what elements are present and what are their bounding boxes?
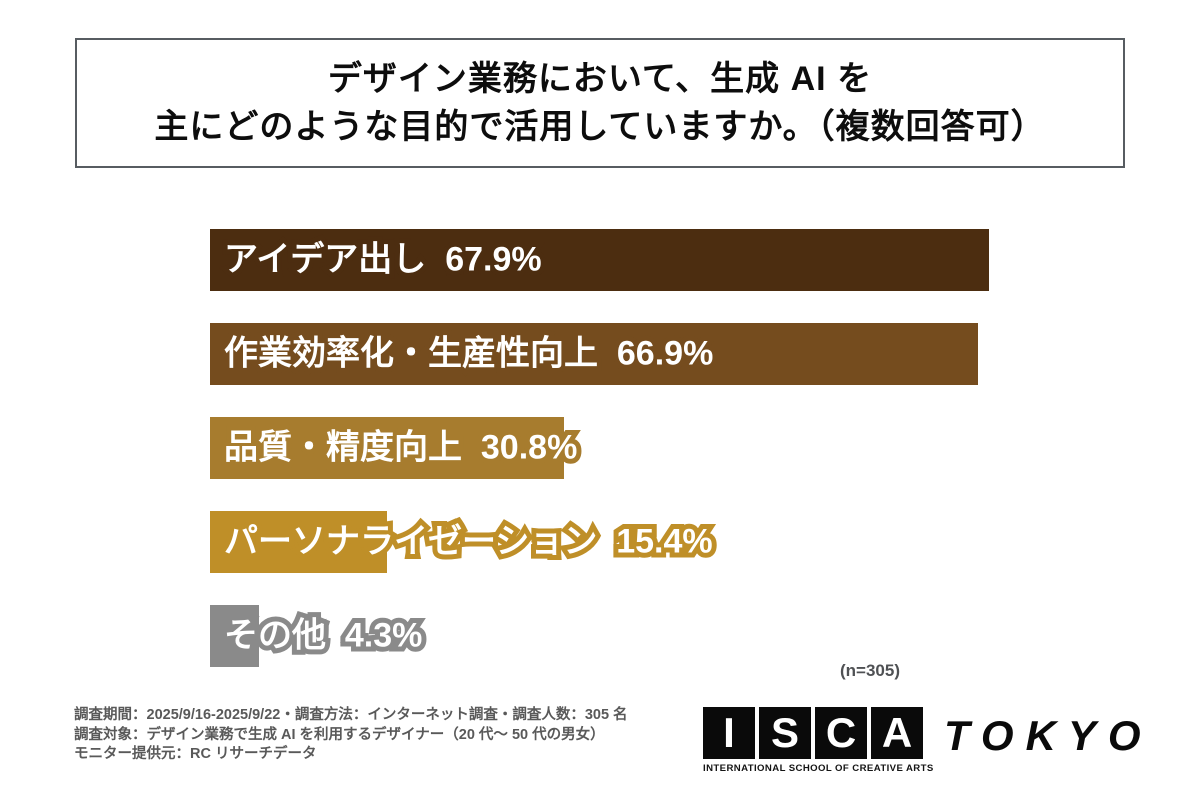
bar-label-text: その他 4.3% (224, 616, 423, 655)
bar-label-text: アイデア出し 67.9% (224, 240, 542, 279)
bar-row-quality: 品質・精度向上 30.8% 品質・精度向上 30.8% (210, 417, 1200, 479)
bar-label-outline: その他 4.3% (219, 612, 427, 660)
title-line-1: デザイン業務において、生成 AI を (327, 60, 873, 98)
bar-label-text: 品質・精度向上 30.8% (224, 428, 578, 467)
sample-size-note: (n=305) (840, 661, 900, 680)
isca-logo-caption: INTERNATIONAL SCHOOL OF CREATIVE ARTS (703, 763, 934, 774)
title-box: デザイン業務において、生成 AI を 主にどのような目的で活用していますか。（複… (75, 38, 1125, 168)
bar-label-text: 作業効率化・生産性向上 66.9% (224, 334, 714, 373)
bar-label: 作業効率化・生産性向上 66.9% 作業効率化・生産性向上 66.9% (219, 330, 718, 378)
logo-square-a: A (871, 707, 923, 759)
bar-label-outline: パーソナライゼーション 15.4% (219, 518, 718, 566)
bar-label-outline: 品質・精度向上 30.8% (219, 424, 582, 472)
isca-logo: I S C A INTERNATIONAL SCHOOL OF CREATIVE… (703, 707, 934, 774)
bar-label: アイデア出し 67.9% アイデア出し 67.9% (219, 236, 547, 284)
bar-fill (210, 511, 387, 573)
bar-row-efficiency: 作業効率化・生産性向上 66.9% 作業効率化・生産性向上 66.9% (210, 323, 1200, 385)
title-line-2: 主にどのような目的で活用していますか。（複数回答可） (154, 108, 1046, 146)
isca-logo-wordmark-tokyo: TOKYO (944, 712, 1153, 759)
bar-row-personalization: パーソナライゼーション 15.4% パーソナライゼーション 15.4% (210, 511, 1200, 573)
bar-row-idea-generation: アイデア出し 67.9% アイデア出し 67.9% (210, 229, 1200, 291)
logo-square-c: C (815, 707, 867, 759)
bar-label: 品質・精度向上 30.8% 品質・精度向上 30.8% (219, 424, 582, 472)
survey-footnote-line-2: 調査対象：デザイン業務で生成 AI を利用するデザイナー（20 代〜 50 代の… (74, 726, 605, 743)
bar-label-outline: アイデア出し 67.9% (219, 236, 547, 284)
bar-label-outline: 作業効率化・生産性向上 66.9% (219, 330, 718, 378)
bar-label: その他 4.3% その他 4.3% (219, 612, 427, 660)
bar-label-text: パーソナライゼーション 15.4% (224, 522, 713, 561)
isca-logo-squares: I S C A (703, 707, 934, 759)
survey-footnote-line-3: モニター提供元：RC リサーチデータ (74, 746, 317, 762)
bar-fill (210, 605, 260, 667)
survey-footnote: 調査期間：2025/9/16-2025/9/22・調査方法：インターネット調査・… (74, 706, 628, 765)
survey-footnote-line-1: 調査期間：2025/9/16-2025/9/22・調査方法：インターネット調査・… (74, 707, 628, 723)
bar-fill (210, 229, 990, 291)
bar-label: パーソナライゼーション 15.4% パーソナライゼーション 15.4% (219, 518, 718, 566)
logo-square-i: I (703, 707, 755, 759)
bar-fill (210, 417, 564, 479)
bar-fill (210, 323, 978, 385)
logo-square-s: S (759, 707, 811, 759)
bar-chart: アイデア出し 67.9% アイデア出し 67.9% 作業効率化・生産性向上 66… (210, 229, 1200, 699)
bar-row-other: その他 4.3% その他 4.3% (210, 605, 1200, 667)
